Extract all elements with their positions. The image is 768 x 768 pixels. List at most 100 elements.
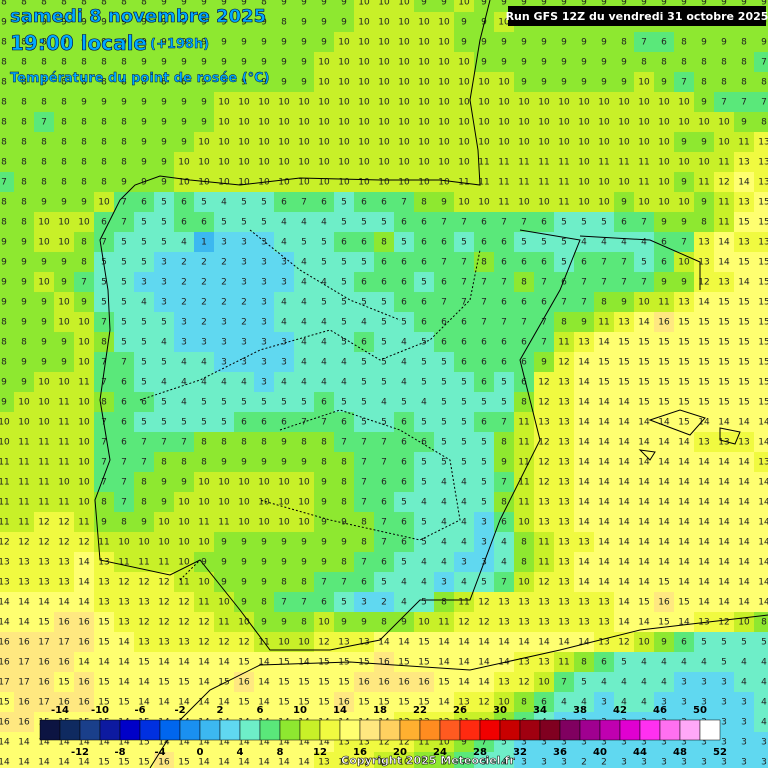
grid-value: 9 <box>41 198 47 208</box>
grid-value: 9 <box>301 78 307 88</box>
grid-value: 9 <box>181 138 187 148</box>
cell <box>514 552 534 572</box>
cell <box>14 272 34 292</box>
cell <box>394 52 414 72</box>
grid-value: 14 <box>598 438 610 448</box>
grid-value: 8 <box>301 438 307 448</box>
grid-value: 2 <box>181 258 187 268</box>
grid-value: 12 <box>38 518 49 528</box>
cell <box>754 552 768 572</box>
grid-value: 7 <box>381 538 387 548</box>
cell <box>574 392 594 412</box>
grid-value: 14 <box>718 258 730 268</box>
grid-value: 13 <box>538 518 549 528</box>
cell <box>74 432 94 452</box>
grid-value: 8 <box>701 58 707 68</box>
colorbar-swatch <box>79 719 101 741</box>
grid-value: 10 <box>438 18 450 28</box>
cell <box>674 232 694 252</box>
cell <box>754 532 768 552</box>
grid-value: 10 <box>438 98 450 108</box>
cell <box>734 192 754 212</box>
grid-value: 6 <box>401 458 407 468</box>
cell <box>734 72 754 92</box>
cell <box>374 152 394 172</box>
grid-value: 4 <box>641 678 647 688</box>
grid-value: 10 <box>698 118 710 128</box>
cell <box>314 312 334 332</box>
cell <box>154 332 174 352</box>
cell <box>254 492 274 512</box>
grid-value: 8 <box>341 478 347 488</box>
cell <box>234 432 254 452</box>
cell <box>374 312 394 332</box>
grid-value: 16 <box>378 658 390 668</box>
grid-value: 6 <box>321 598 327 608</box>
grid-value: 8 <box>261 438 267 448</box>
grid-value: 10 <box>78 418 90 428</box>
grid-value: 3 <box>541 758 547 768</box>
cell <box>594 152 614 172</box>
grid-value: 11 <box>98 538 109 548</box>
grid-value: 14 <box>18 598 30 608</box>
cell <box>694 432 714 452</box>
cell <box>454 32 474 52</box>
cell <box>14 132 34 152</box>
grid-value: 10 <box>638 118 650 128</box>
cell <box>414 72 434 92</box>
grid-value: 10 <box>158 538 170 548</box>
grid-value: 8 <box>101 138 107 148</box>
grid-value: 13 <box>538 658 549 668</box>
cell <box>554 132 574 152</box>
cell <box>74 412 94 432</box>
grid-value: 5 <box>121 258 127 268</box>
cell <box>554 112 574 132</box>
grid-value: 7 <box>361 558 367 568</box>
cell <box>254 32 274 52</box>
grid-value: 10 <box>678 118 690 128</box>
grid-value: 7 <box>101 458 107 468</box>
grid-value: 6 <box>401 258 407 268</box>
grid-value: 10 <box>518 578 530 588</box>
cell <box>634 472 654 492</box>
cell <box>114 552 134 572</box>
cell <box>554 372 574 392</box>
grid-value: 5 <box>561 238 567 248</box>
cell <box>294 292 314 312</box>
cell <box>634 292 654 312</box>
grid-value: 14 <box>578 498 590 508</box>
cell <box>454 552 474 572</box>
cell <box>114 372 134 392</box>
grid-value: 5 <box>481 578 487 588</box>
grid-value: 6 <box>201 218 207 228</box>
grid-value: 10 <box>218 178 230 188</box>
cell <box>14 192 34 212</box>
grid-value: 10 <box>338 58 350 68</box>
cell <box>474 192 494 212</box>
cell <box>214 332 234 352</box>
grid-value: 16 <box>658 598 670 608</box>
cell <box>134 152 154 172</box>
grid-value: 5 <box>401 398 407 408</box>
grid-value: 14 <box>638 458 650 468</box>
cell <box>674 512 694 532</box>
grid-value: 9 <box>301 0 307 8</box>
cell <box>194 172 214 192</box>
cell <box>34 552 54 572</box>
grid-value: 10 <box>658 158 670 168</box>
cell <box>514 332 534 352</box>
grid-value: 3 <box>261 318 267 328</box>
grid-value: 15 <box>58 678 69 688</box>
grid-value: 3 <box>681 698 687 708</box>
cell <box>354 472 374 492</box>
cell <box>294 112 314 132</box>
grid-value: 6 <box>661 258 667 268</box>
grid-value: 5 <box>361 418 367 428</box>
colorbar-swatch <box>639 719 661 741</box>
cell <box>574 252 594 272</box>
cell <box>214 52 234 72</box>
colorbar-swatch <box>399 719 421 741</box>
grid-value: 5 <box>721 658 727 668</box>
colorbar-swatch <box>199 719 221 741</box>
grid-value: 15 <box>738 338 749 348</box>
